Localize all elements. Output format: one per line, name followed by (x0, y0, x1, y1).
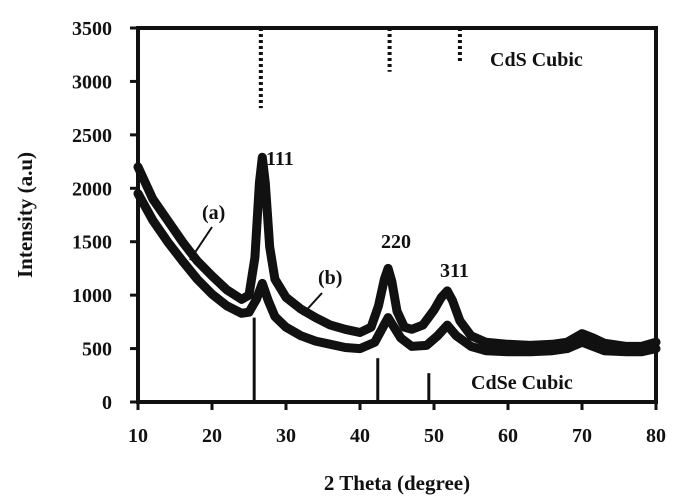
x-tick-label: 40 (350, 425, 370, 447)
peak-label-111: 111 (266, 148, 294, 170)
x-tick-label: 30 (276, 425, 296, 447)
y-tick-label: 1000 (72, 285, 112, 307)
series-b-core (134, 191, 657, 356)
axes: 10 20 30 40 50 60 70 80 0 500 1000 1500 2000 2500 3000… (72, 18, 666, 447)
plot-frame (136, 26, 658, 404)
x-tick-label: 60 (498, 425, 518, 447)
curve-label-a: (a) (202, 202, 225, 224)
curve-a-pointer (189, 226, 213, 261)
y-tick-label: 2500 (72, 125, 112, 147)
annotations: 111 220 311 (a) (b) CdS Cubic CdSe Cubic (189, 49, 583, 394)
peak-label-220: 220 (381, 231, 411, 253)
x-tick-label: 70 (572, 425, 592, 447)
cds-cubic-label: CdS Cubic (490, 49, 583, 71)
x-axis-title: 2 Theta (degree) (324, 471, 470, 495)
y-tick-label: 2000 (72, 178, 112, 200)
curve-b-pointer (301, 292, 323, 316)
y-tick-label: 1500 (72, 232, 112, 254)
reference-lines (252, 28, 462, 402)
x-tick-label: 50 (424, 425, 444, 447)
x-tick-label: 10 (128, 425, 148, 447)
y-axis-title: Intensity (a.u) (13, 152, 37, 278)
y-tick-label: 500 (82, 339, 112, 361)
x-tick-label: 80 (646, 425, 666, 447)
plot-border (136, 26, 658, 404)
cdse-cubic-label: CdSe Cubic (471, 372, 573, 394)
y-tick-label: 3500 (72, 18, 112, 40)
curve-label-b: (b) (318, 267, 342, 289)
y-tick-label: 0 (102, 392, 112, 414)
y-tick-label: 3000 (72, 71, 112, 93)
peak-label-311: 311 (440, 260, 469, 282)
series-a-core (134, 153, 657, 350)
series-layer (133, 152, 661, 357)
x-tick-label: 20 (202, 425, 222, 447)
